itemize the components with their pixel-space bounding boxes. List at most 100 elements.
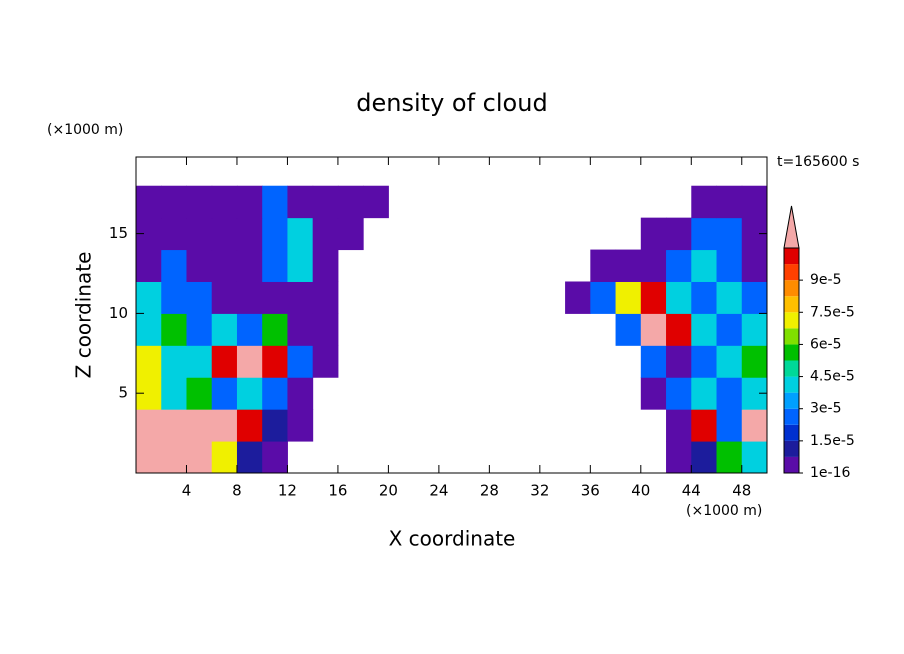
field-cell [211,345,238,378]
field-cell [161,249,187,282]
x-tick-label: 28 [480,482,499,500]
x-tick-label: 24 [429,482,448,500]
chart-title: density of cloud [356,89,547,117]
y-unit: (×1000 m) [47,122,123,138]
field-cell [716,249,743,282]
colorbar-band [784,248,799,265]
field-cell [287,249,314,282]
field-cell [236,313,263,346]
field-cell [287,281,314,314]
field-cell [161,345,187,378]
field-cell [287,313,314,346]
field-cell [211,313,238,346]
y-axis-label: Z coordinate [72,252,96,379]
field-cell [312,345,339,378]
field-cell [211,217,238,251]
field-cell [236,185,263,219]
colorbar-band [784,440,799,457]
field-cell [741,281,768,314]
x-axis-label: X coordinate [389,527,516,551]
field-cell [640,217,667,251]
colorbar-tick-label: 1e-16 [810,465,850,481]
field-cell [186,249,213,282]
field-cell [615,249,642,282]
field-cell [666,249,692,282]
field-cell [287,185,314,219]
field-cell [236,409,263,442]
field-cell [741,185,768,219]
field-cell [312,185,339,219]
field-cell [236,281,263,314]
x-unit: (×1000 m) [686,503,762,519]
field-cell [186,377,213,410]
field-cell [262,313,288,346]
field-cell [262,377,288,410]
x-tick-label: 12 [278,482,297,500]
y-tick-label: 10 [109,304,128,322]
field-cell [186,313,213,346]
field-cell [312,217,339,251]
field-cell [691,409,718,442]
field-cell [691,441,718,474]
field-cell [211,409,238,442]
field-cell [691,281,718,314]
field-cell [236,441,263,474]
colorbar-tick-label: 4.5e-5 [810,369,855,385]
field-cell [186,345,213,378]
x-tick-label: 32 [530,482,549,500]
plot-frame [135,156,768,474]
x-tick-label: 8 [232,482,242,500]
field-cell [236,345,263,378]
field-cell [186,409,213,442]
field-cell [262,441,288,474]
field-cell [691,345,718,378]
field-cell [741,313,768,346]
field-cell [262,185,288,219]
x-tick-label: 16 [328,482,347,500]
field-cell [640,249,667,282]
field-cell [615,281,642,314]
field-cell [161,377,187,410]
field-cell [161,441,187,474]
colorbar-band [784,408,799,425]
field-cell [640,345,667,378]
x-tick-label: 48 [732,482,751,500]
field-cell [640,281,667,314]
x-tick-label: 40 [631,482,650,500]
field-cell [741,409,768,442]
time-label: t=165600 s [777,154,859,170]
field-cell [716,441,743,474]
colorbar-band [784,392,799,409]
field-cell [186,185,213,219]
field-cell [666,441,692,474]
field-cell [337,185,364,219]
field-cell [262,409,288,442]
x-tick-label: 44 [682,482,701,500]
field-cell [236,249,263,282]
field-cell [136,345,162,378]
field-cell [691,377,718,410]
colorbar-band [784,344,799,361]
colorbar-tick-label: 9e-5 [810,272,841,288]
colorbar-band [784,328,799,345]
colorbar-band [784,296,799,313]
field-cell [640,313,667,346]
colorbar-band [784,424,799,441]
field-cell [741,345,768,378]
field-cell [161,313,187,346]
field-cell [691,217,718,251]
field-cell [691,249,718,282]
field-cell [287,377,314,410]
colorbar-band [784,264,799,281]
field-cell [666,281,692,314]
colorbar-tick-label: 7.5e-5 [810,304,855,320]
field-cell [287,409,314,442]
field-cell [161,409,187,442]
field-cell [716,313,743,346]
field-cell [211,377,238,410]
field-cell [262,345,288,378]
x-tick-label: 20 [379,482,398,500]
field-cell [287,217,314,251]
field-cell [136,249,162,282]
